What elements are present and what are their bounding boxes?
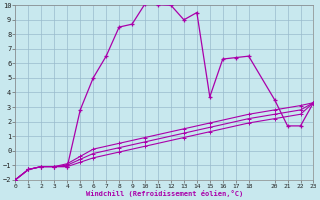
X-axis label: Windchill (Refroidissement éolien,°C): Windchill (Refroidissement éolien,°C) <box>86 190 243 197</box>
